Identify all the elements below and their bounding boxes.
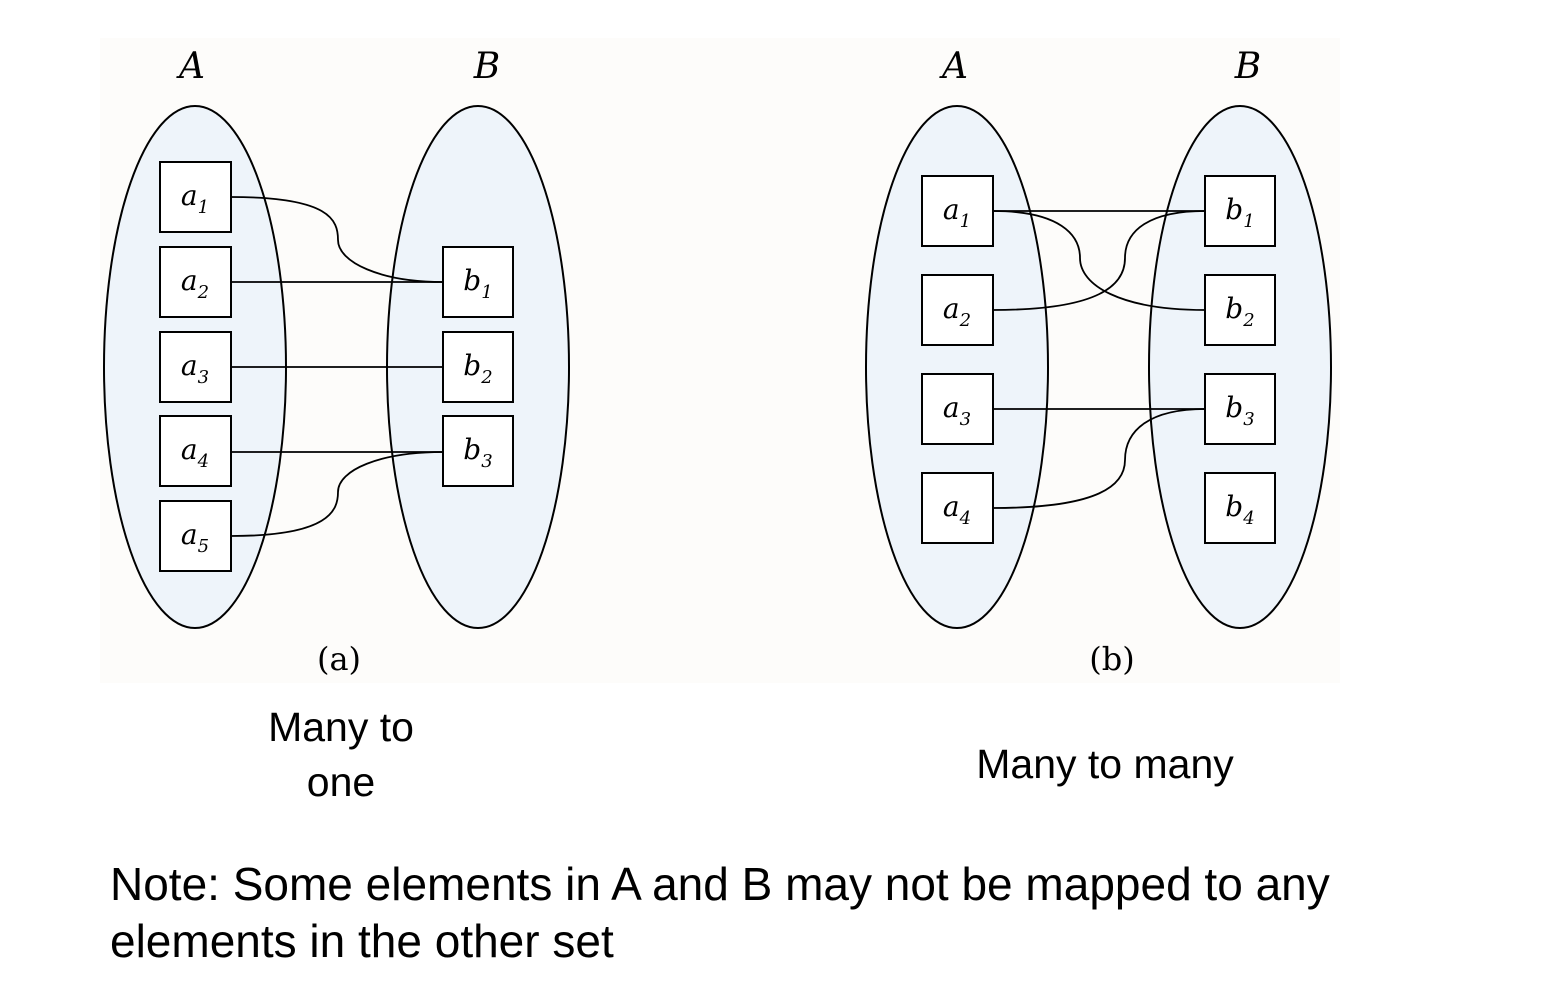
element-label: a4 [181,433,209,472]
element-box [442,331,514,403]
element-label: b2 [1225,292,1254,331]
element-label: a3 [181,349,209,388]
element-box [159,161,232,233]
element-label: a1 [943,193,971,232]
element-label: b1 [1225,193,1254,232]
caption-line: Many to [268,704,414,750]
element-a1: a1 [921,175,994,247]
element-a3: a3 [159,331,232,403]
mapping-line-a5-b3 [230,451,444,537]
element-box [1204,373,1276,445]
element-a5: a5 [159,500,232,572]
element-label: b2 [463,349,492,388]
element-label: a5 [181,518,209,557]
panel-label-a: (a) [317,640,361,678]
mapping-line-a2-b1 [992,210,1206,311]
element-a4: a4 [921,472,994,544]
caption-line: Many to many [976,741,1234,787]
element-box [1204,175,1276,247]
element-box [1204,274,1276,346]
note-line: elements in the other set [110,915,614,967]
element-box [921,373,994,445]
element-a3: a3 [921,373,994,445]
set-name-b: B [473,46,500,87]
caption-line: one [306,759,376,805]
element-b1: b1 [1204,175,1276,247]
element-b3: b3 [442,415,514,487]
element-box [442,415,514,487]
element-label: a2 [181,264,209,303]
panel-a: A B a1 a2 a3 a4 a5 [103,46,570,678]
set-name-b: B [1234,46,1261,87]
element-box [921,274,994,346]
mapping-line-a1-b1 [230,196,444,283]
set-name-a: A [939,46,968,87]
element-b1: b1 [442,246,514,318]
set-a-oval [865,105,1049,629]
element-b3: b3 [1204,373,1276,445]
element-label: a1 [181,179,209,218]
mapping-line-a1-b2 [992,210,1206,311]
figure-background [100,38,1340,683]
caption-many-to-many: Many to many [905,737,1305,792]
element-box [159,331,232,403]
mapping-lines [230,196,444,537]
element-label: b4 [1225,490,1254,529]
element-a2: a2 [921,274,994,346]
element-box [921,175,994,247]
element-a4: a4 [159,415,232,487]
panel-label-b: (b) [1089,640,1134,678]
set-name-a: A [176,46,205,87]
set-b-oval [1148,105,1332,629]
element-label: b3 [1225,391,1254,430]
element-label: b3 [463,433,492,472]
caption-many-to-one: Many to one [241,700,441,810]
element-box [921,472,994,544]
mapping-line-a4-b3 [992,408,1206,509]
element-box [1204,472,1276,544]
element-a1: a1 [159,161,232,233]
note-text: Note: Some elements in A and B may not b… [110,856,1510,970]
element-label: a3 [943,391,971,430]
element-label: a4 [943,490,971,529]
element-a2: a2 [159,246,232,318]
element-b4: b4 [1204,472,1276,544]
element-label: a2 [943,292,971,331]
element-label: b1 [463,264,492,303]
element-box [159,500,232,572]
panel-b: A B a1 a2 a3 a4 b1 [865,46,1332,678]
element-box [159,415,232,487]
mapping-lines [992,210,1206,509]
element-box [442,246,514,318]
element-box [159,246,232,318]
element-b2: b2 [1204,274,1276,346]
element-b2: b2 [442,331,514,403]
note-line: Note: Some elements in A and B may not b… [110,858,1330,910]
